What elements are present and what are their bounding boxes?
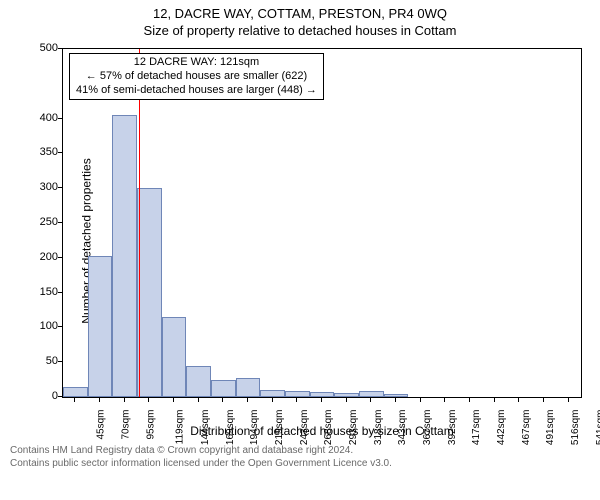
x-tick-mark	[296, 398, 297, 402]
x-tick-mark	[494, 398, 495, 402]
y-tick-label: 400	[40, 112, 58, 124]
y-tick-label: 250	[40, 216, 58, 228]
x-tick-mark	[173, 398, 174, 402]
histogram-bar	[236, 378, 261, 397]
annotation-line-3: 41% of semi-detached houses are larger (…	[76, 84, 317, 98]
y-tick-mark	[58, 48, 62, 49]
x-tick-mark	[247, 398, 248, 402]
y-tick-label: 100	[40, 320, 58, 332]
property-marker-line	[139, 49, 140, 397]
y-tick-mark	[58, 396, 62, 397]
y-tick-mark	[58, 292, 62, 293]
x-axis-label: Distribution of detached houses by size …	[62, 424, 582, 438]
footer-line-1: Contains HM Land Registry data © Crown c…	[10, 444, 594, 457]
y-tick-mark	[58, 361, 62, 362]
histogram-bar	[63, 387, 88, 397]
y-tick-mark	[58, 118, 62, 119]
x-tick-mark	[469, 398, 470, 402]
histogram-bar	[334, 393, 359, 397]
histogram-bar	[384, 394, 409, 397]
y-tick-label: 500	[40, 42, 58, 54]
x-tick-label: 541sqm	[595, 410, 600, 446]
x-tick-mark	[321, 398, 322, 402]
histogram-bar	[112, 115, 137, 397]
page-title: 12, DACRE WAY, COTTAM, PRESTON, PR4 0WQ	[0, 0, 600, 21]
x-tick-mark	[99, 398, 100, 402]
histogram-bar	[211, 380, 236, 397]
y-tick-mark	[58, 222, 62, 223]
histogram-bar	[186, 366, 211, 397]
x-tick-mark	[272, 398, 273, 402]
plot-area: 12 DACRE WAY: 121sqm ← 57% of detached h…	[62, 48, 582, 398]
y-tick-mark	[58, 326, 62, 327]
histogram-bar	[359, 391, 384, 397]
y-tick-mark	[58, 257, 62, 258]
x-tick-mark	[124, 398, 125, 402]
x-tick-mark	[420, 398, 421, 402]
x-tick-mark	[543, 398, 544, 402]
x-tick-mark	[148, 398, 149, 402]
histogram-bar	[285, 391, 310, 397]
annotation-box: 12 DACRE WAY: 121sqm ← 57% of detached h…	[69, 53, 324, 100]
x-tick-mark	[346, 398, 347, 402]
x-tick-mark	[568, 398, 569, 402]
x-tick-mark	[222, 398, 223, 402]
histogram-bar	[162, 317, 187, 397]
y-tick-label: 150	[40, 286, 58, 298]
footer-line-2: Contains public sector information licen…	[10, 457, 594, 470]
page-subtitle: Size of property relative to detached ho…	[0, 21, 600, 42]
x-tick-mark	[198, 398, 199, 402]
y-tick-label: 300	[40, 181, 58, 193]
y-tick-label: 350	[40, 146, 58, 158]
x-tick-mark	[444, 398, 445, 402]
x-tick-mark	[74, 398, 75, 402]
annotation-line-2: ← 57% of detached houses are smaller (62…	[76, 70, 317, 84]
x-tick-mark	[395, 398, 396, 402]
x-tick-mark	[370, 398, 371, 402]
histogram-bar	[88, 256, 113, 397]
y-tick-mark	[58, 187, 62, 188]
y-tick-mark	[58, 152, 62, 153]
y-tick-label: 200	[40, 251, 58, 263]
histogram-bar	[260, 390, 285, 397]
chart-container: Number of detached properties 12 DACRE W…	[0, 42, 600, 440]
annotation-line-1: 12 DACRE WAY: 121sqm	[76, 56, 317, 70]
y-tick-label: 50	[46, 355, 58, 367]
x-tick-mark	[518, 398, 519, 402]
histogram-bar	[310, 392, 335, 397]
histogram-bar	[137, 188, 162, 397]
